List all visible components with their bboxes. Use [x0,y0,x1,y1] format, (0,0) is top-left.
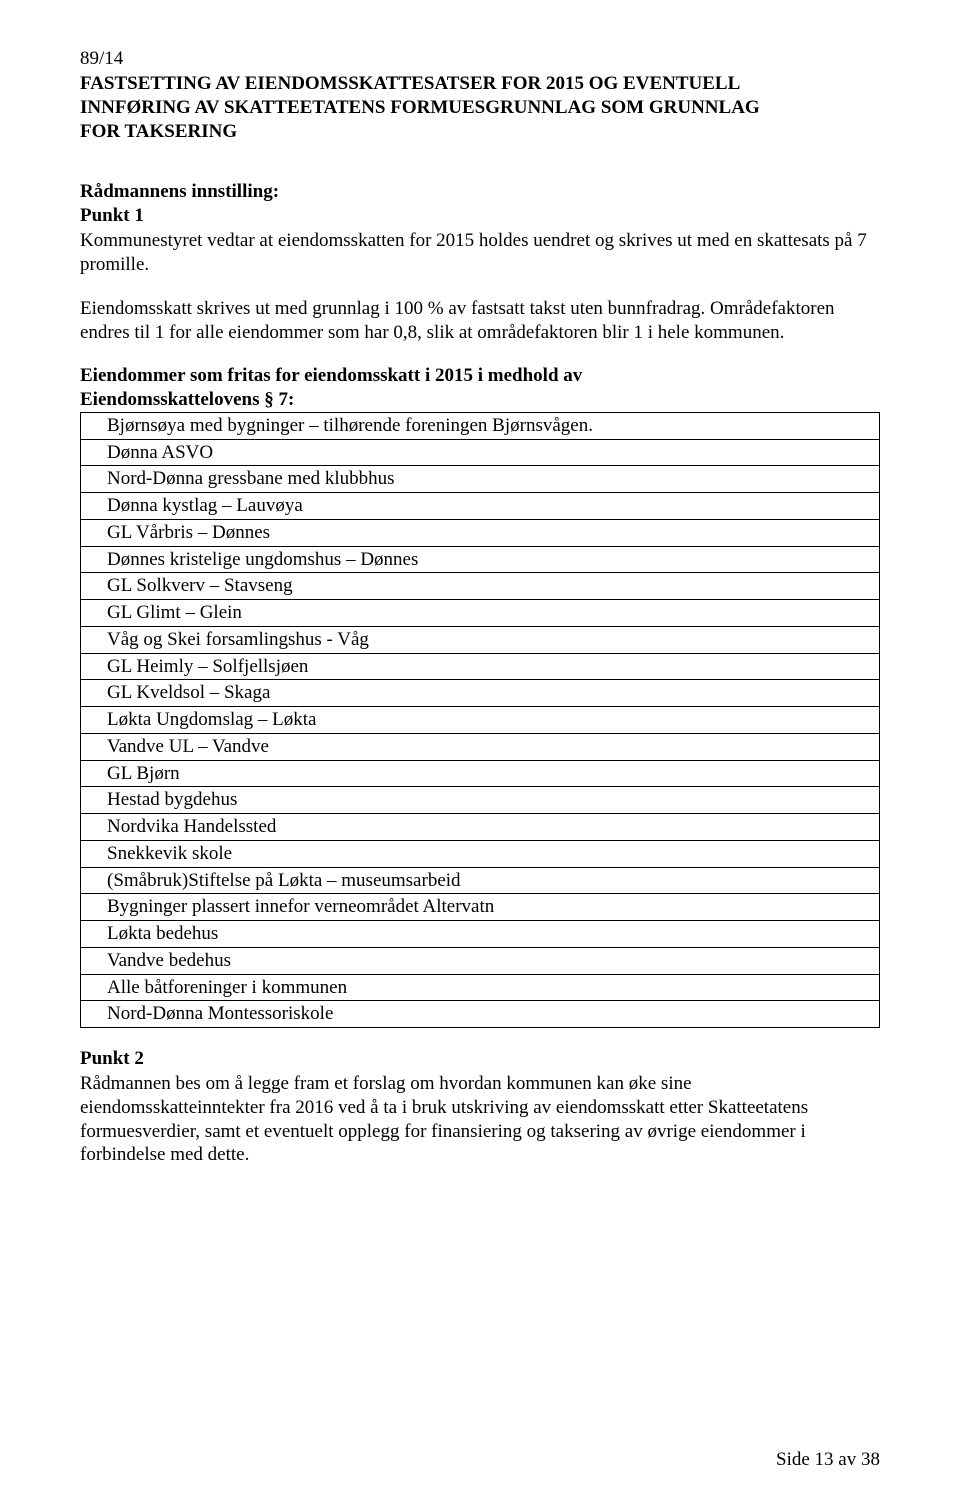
table-cell: GL Glimt – Glein [81,600,880,627]
table-cell: Dønna ASVO [81,439,880,466]
table-cell: Løkta Ungdomslag – Løkta [81,707,880,734]
table-row: GL Vårbris – Dønnes [81,519,880,546]
table-row: Bjørnsøya med bygninger – tilhørende for… [81,412,880,439]
punkt2-para: Rådmannen bes om å legge fram et forslag… [80,1072,880,1167]
title-line-1: FASTSETTING AV EIENDOMSSKATTESATSER FOR … [80,72,880,96]
table-cell: GL Heimly – Solfjellsjøen [81,653,880,680]
table-row: Bygninger plassert innefor verneområdet … [81,894,880,921]
exempt-table: Bjørnsøya med bygninger – tilhørende for… [80,412,880,1028]
punkt1-para2: Eiendomsskatt skrives ut med grunnlag i … [80,297,880,345]
table-cell: Bjørnsøya med bygninger – tilhørende for… [81,412,880,439]
table-row: Dønna ASVO [81,439,880,466]
table-row: Våg og Skei forsamlingshus - Våg [81,626,880,653]
table-row: Løkta Ungdomslag – Løkta [81,707,880,734]
table-row: Nord-Dønna Montessoriskole [81,1001,880,1028]
table-cell: GL Vårbris – Dønnes [81,519,880,546]
radmann-heading: Rådmannens innstilling: [80,181,880,203]
table-cell: Dønna kystlag – Lauvøya [81,493,880,520]
table-cell: Hestad bygdehus [81,787,880,814]
punkt2-heading: Punkt 2 [80,1048,880,1070]
table-cell: Alle båtforeninger i kommunen [81,974,880,1001]
table-row: GL Solkverv – Stavseng [81,573,880,600]
table-row: Dønnes kristelige ungdomshus – Dønnes [81,546,880,573]
page-footer: Side 13 av 38 [776,1449,880,1471]
exempt-heading-line2: Eiendomsskattelovens § 7: [80,388,880,412]
document-id: 89/14 [80,48,880,70]
table-cell: Nord-Dønna gressbane med klubbhus [81,466,880,493]
table-cell: Bygninger plassert innefor verneområdet … [81,894,880,921]
table-cell: GL Solkverv – Stavseng [81,573,880,600]
table-cell: (Småbruk)Stiftelse på Løkta – museumsarb… [81,867,880,894]
table-row: Dønna kystlag – Lauvøya [81,493,880,520]
punkt1-heading: Punkt 1 [80,205,880,227]
table-row: Løkta bedehus [81,921,880,948]
table-cell: Våg og Skei forsamlingshus - Våg [81,626,880,653]
title-line-3: FOR TAKSERING [80,120,880,144]
table-row: Alle båtforeninger i kommunen [81,974,880,1001]
table-row: Vandve bedehus [81,947,880,974]
punkt1-para1: Kommunestyret vedtar at eiendomsskatten … [80,229,880,277]
table-cell: Snekkevik skole [81,840,880,867]
table-row: (Småbruk)Stiftelse på Løkta – museumsarb… [81,867,880,894]
table-cell: Nord-Dønna Montessoriskole [81,1001,880,1028]
table-row: GL Bjørn [81,760,880,787]
table-row: GL Heimly – Solfjellsjøen [81,653,880,680]
document-page: 89/14 FASTSETTING AV EIENDOMSSKATTESATSE… [0,0,960,1511]
table-cell: Nordvika Handelssted [81,814,880,841]
table-row: Vandve UL – Vandve [81,733,880,760]
table-cell: Løkta bedehus [81,921,880,948]
table-row: GL Kveldsol – Skaga [81,680,880,707]
table-cell: Vandve bedehus [81,947,880,974]
exempt-heading-line1: Eiendommer som fritas for eiendomsskatt … [80,364,880,388]
table-row: Nord-Dønna gressbane med klubbhus [81,466,880,493]
table-row: Snekkevik skole [81,840,880,867]
table-row: Hestad bygdehus [81,787,880,814]
table-cell: Dønnes kristelige ungdomshus – Dønnes [81,546,880,573]
table-row: GL Glimt – Glein [81,600,880,627]
title-line-2: INNFØRING AV SKATTEETATENS FORMUESGRUNNL… [80,96,880,120]
table-cell: GL Kveldsol – Skaga [81,680,880,707]
table-row: Nordvika Handelssted [81,814,880,841]
table-cell: GL Bjørn [81,760,880,787]
table-cell: Vandve UL – Vandve [81,733,880,760]
